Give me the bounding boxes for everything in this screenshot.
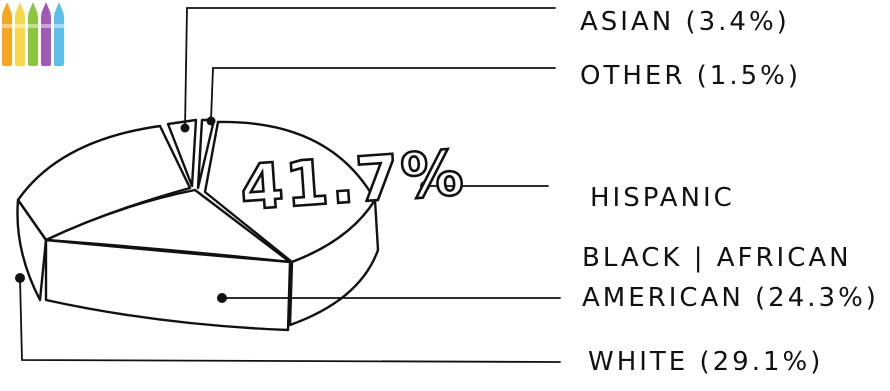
crayon-band-5 [54, 24, 64, 28]
crayon-band-1 [2, 24, 12, 28]
leader-lines [15, 7, 561, 363]
slice-asian [166, 118, 198, 188]
crayon-tip-4 [41, 2, 51, 14]
crayon-tip-1 [2, 2, 12, 14]
crayons-icon [2, 2, 64, 66]
highlight-value: 41.7% [238, 136, 468, 225]
crayon-3 [28, 14, 38, 66]
crayon-1 [2, 14, 12, 66]
slice-hispanic-side [288, 198, 380, 327]
crayon-2 [15, 14, 25, 66]
crayon-tip-3 [28, 2, 38, 14]
label-white: WHITE (29.1%) [588, 347, 823, 377]
label-hispanic: HISPANIC [590, 183, 735, 213]
slice-white-side [16, 198, 48, 302]
crayon-band-3 [28, 24, 38, 28]
crayon-band-2 [15, 24, 25, 28]
crayon-4 [41, 14, 51, 66]
crayon-5 [54, 14, 64, 66]
label-other: OTHER (1.5%) [580, 61, 801, 91]
leader-dot-black [217, 293, 227, 303]
label-black-line2: AMERICAN (24.3%) [582, 283, 879, 313]
slice-black-side [44, 238, 292, 332]
leader-other [210, 67, 556, 121]
leader-dot-hispanic [420, 181, 430, 191]
label-black-line1: BLACK | AFRICAN [582, 243, 852, 273]
leader-white [19, 277, 561, 363]
label-asian: ASIAN (3.4%) [580, 7, 790, 37]
crayon-tip-2 [15, 2, 25, 14]
leader-dot-white [15, 273, 25, 283]
crayon-band-4 [41, 24, 51, 28]
leader-dot-other [206, 116, 216, 126]
crayon-tip-5 [54, 2, 64, 14]
leader-dot-asian [180, 123, 190, 133]
pie-body [16, 118, 380, 332]
leader-asian [184, 7, 556, 129]
